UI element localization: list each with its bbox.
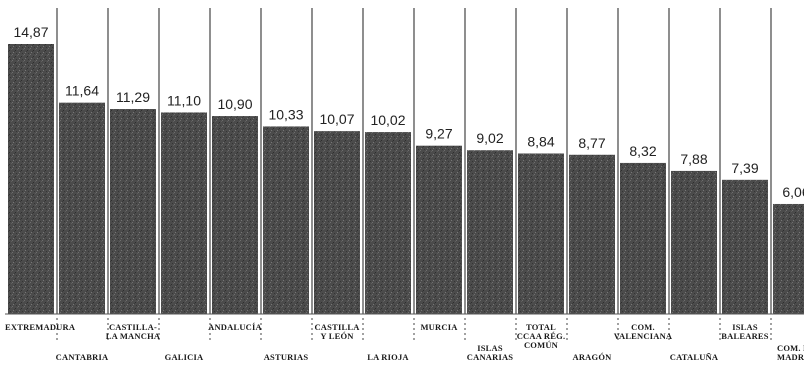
value-label-14: 7,39 xyxy=(731,160,758,176)
value-label-12: 8,32 xyxy=(629,143,656,159)
category-label-2-line-0: CASTILLA- xyxy=(109,322,157,332)
bar-2 xyxy=(110,109,156,315)
category-label-13: CATALUÑA xyxy=(670,352,719,362)
category-label-10-line-0: TOTAL xyxy=(526,322,556,332)
category-labels-group: EXTREMADURA CANTABRIA CASTILLA-LA MANCHA GA… xyxy=(5,322,804,362)
category-label-14-line-0: ISLAS xyxy=(732,322,758,332)
category-label-3-line-0: GALICIA xyxy=(165,352,204,362)
bar-11 xyxy=(569,154,615,314)
bar-8 xyxy=(416,145,462,314)
value-label-5: 10,33 xyxy=(268,106,303,122)
category-label-8-line-0: MURCIA xyxy=(420,322,458,332)
bar-4 xyxy=(212,116,258,314)
category-label-4-line-0: ANDALUCÍA xyxy=(208,322,262,332)
divider-lines xyxy=(56,8,772,340)
value-label-7: 10,02 xyxy=(370,112,405,128)
value-label-8: 9,27 xyxy=(425,126,452,142)
category-label-15: COM. DEMADRID xyxy=(777,343,804,362)
category-label-12-line-0: COM. xyxy=(631,322,655,332)
bar-3 xyxy=(161,112,207,314)
category-label-6: CASTILLA Y LEÓN xyxy=(314,322,360,341)
category-label-14: ISLAS BALEARES xyxy=(721,322,768,341)
value-label-2: 11,29 xyxy=(116,89,150,105)
category-label-7-line-0: LA RIOJA xyxy=(367,352,409,362)
value-label-1: 11,64 xyxy=(65,83,99,99)
category-label-2: CASTILLA-LA MANCHA xyxy=(106,322,161,341)
bar-0 xyxy=(8,44,54,314)
category-label-14-line-1: BALEARES xyxy=(721,331,768,341)
category-label-9: ISLAS CANARIAS xyxy=(467,343,514,362)
category-label-10: TOTAL CCAA RÉG. COMÚN xyxy=(517,322,566,350)
value-label-6: 10,07 xyxy=(319,111,354,127)
bar-9 xyxy=(467,150,513,314)
category-label-0: EXTREMADURA xyxy=(5,322,76,332)
category-label-0-line-0: EXTREMADURA xyxy=(5,322,76,332)
value-label-3: 11,10 xyxy=(167,92,201,108)
bar-5 xyxy=(263,126,309,314)
category-label-11-line-0: ARAGÓN xyxy=(573,352,613,362)
value-label-9: 9,02 xyxy=(476,130,503,146)
category-label-9-line-0: ISLAS xyxy=(477,343,503,353)
category-label-5-line-0: ASTURIAS xyxy=(264,352,309,362)
bars-group xyxy=(8,44,804,315)
category-label-11: ARAGÓN xyxy=(573,352,613,362)
value-label-0: 14,87 xyxy=(13,24,48,40)
bar-7 xyxy=(365,132,411,314)
value-label-11: 8,77 xyxy=(578,135,605,151)
value-label-15: 6,06 xyxy=(782,184,804,200)
category-label-10-line-2: COMÚN xyxy=(524,340,559,350)
category-label-12: COM. VALENCIANA xyxy=(614,322,673,341)
bar-1 xyxy=(59,102,105,314)
bar-12 xyxy=(620,162,666,314)
category-label-1-line-0: CANTABRIA xyxy=(56,352,109,362)
category-label-15-line-1: MADRID xyxy=(777,352,804,362)
category-label-13-line-0: CATALUÑA xyxy=(670,352,719,362)
category-label-3: GALICIA xyxy=(165,352,204,362)
bar-14 xyxy=(722,179,768,314)
value-labels-group: 14,87 11,64 11,29 11,10 10,90 10,33 10,07 10,02… xyxy=(13,24,804,200)
category-label-15-line-0: COM. DE xyxy=(777,343,804,353)
bar-13 xyxy=(671,170,717,314)
category-label-9-line-1: CANARIAS xyxy=(467,352,514,362)
category-label-6-line-0: CASTILLA xyxy=(314,322,360,332)
value-label-4: 10,90 xyxy=(217,96,252,112)
category-label-7: LA RIOJA xyxy=(367,352,409,362)
value-label-13: 7,88 xyxy=(680,151,707,167)
category-label-8: MURCIA xyxy=(420,322,458,332)
bar-10 xyxy=(518,153,564,314)
category-label-10-line-1: CCAA RÉG. xyxy=(517,331,566,341)
category-label-12-line-1: VALENCIANA xyxy=(614,331,673,341)
value-label-10: 8,84 xyxy=(527,133,554,149)
category-label-1: CANTABRIA xyxy=(56,352,109,362)
category-label-4: ANDALUCÍA xyxy=(208,322,262,332)
category-label-6-line-1: Y LEÓN xyxy=(320,331,354,341)
category-label-2-line-1: LA MANCHA xyxy=(106,331,161,341)
bar-15 xyxy=(773,203,804,314)
category-label-5: ASTURIAS xyxy=(264,352,309,362)
bar-6 xyxy=(314,131,360,314)
